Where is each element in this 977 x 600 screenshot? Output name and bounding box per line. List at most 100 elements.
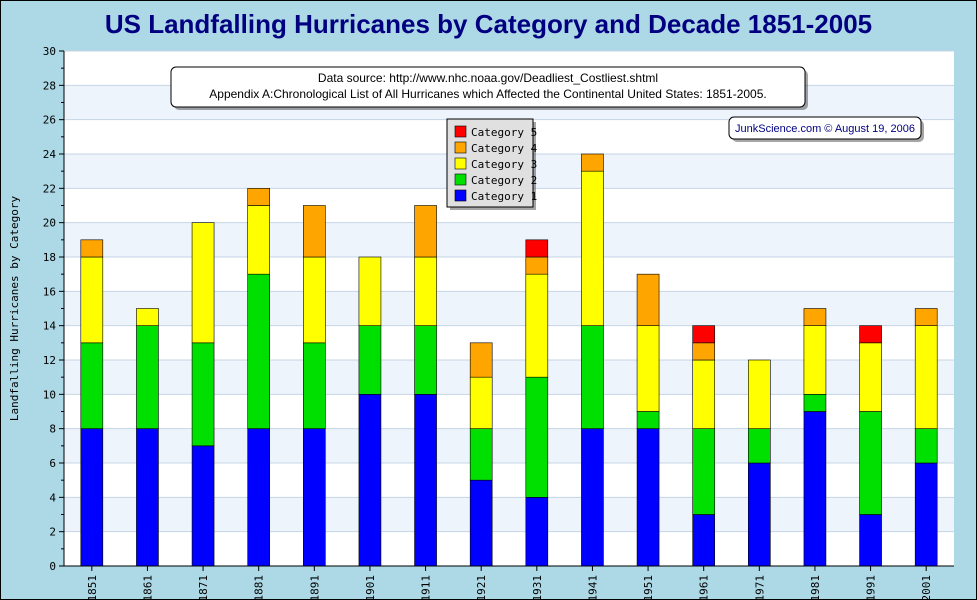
y-tick-label: 16 <box>43 285 56 298</box>
bar-segment <box>358 394 382 567</box>
bar-segment <box>303 428 326 567</box>
y-tick-label: 4 <box>49 491 56 504</box>
bar-segment <box>525 239 549 258</box>
bar-segment <box>191 222 215 344</box>
x-tick-label: 1981 <box>809 575 822 599</box>
x-tick-label: 1871 <box>197 575 210 599</box>
x-tick-label: 1901 <box>364 575 377 599</box>
bar-segment <box>803 411 827 567</box>
y-tick-label: 30 <box>43 45 56 58</box>
bar-segment <box>414 394 437 567</box>
bar-segment <box>525 273 549 378</box>
legend-swatch <box>454 157 467 170</box>
source-line-1: Data source: http://www.nhc.noaa.gov/Dea… <box>318 71 658 85</box>
bar-segment <box>581 325 604 429</box>
bar-segment <box>692 514 715 567</box>
credit-label: JunkScience.com © August 19, 2006 <box>735 123 915 135</box>
bar-segment <box>692 359 715 429</box>
chart-title: US Landfalling Hurricanes by Category an… <box>104 9 873 39</box>
legend-swatch <box>454 141 467 154</box>
bar-segment <box>247 188 270 206</box>
bar-segment <box>692 428 715 515</box>
bar-segment <box>636 325 660 412</box>
bar-segment <box>247 205 270 275</box>
y-tick-label: 14 <box>43 320 57 333</box>
legend-label: Category 2 <box>471 174 537 187</box>
bar-segment <box>748 359 771 429</box>
bar-segment <box>914 308 938 326</box>
x-tick-label: 1931 <box>531 575 544 599</box>
bar-segment <box>692 342 715 361</box>
bar-segment <box>748 462 771 567</box>
x-tick-label: 1921 <box>475 575 488 599</box>
x-tick-label: 1971 <box>753 575 766 599</box>
bar-segment <box>247 428 270 567</box>
x-tick-label: 1891 <box>308 575 321 599</box>
x-tick-label: 1861 <box>141 575 154 599</box>
source-line-2: Appendix A:Chronological List of All Hur… <box>209 87 766 101</box>
bar-segment <box>358 325 382 395</box>
bar-segment <box>803 308 827 326</box>
legend-swatch <box>454 173 467 186</box>
bar-segment <box>914 428 938 464</box>
bar-segment <box>469 428 493 481</box>
legend-label: Category 4 <box>471 142 538 155</box>
legend-swatch <box>454 125 467 138</box>
bar-segment <box>636 273 660 326</box>
bar-segment <box>469 479 493 567</box>
y-axis-label: Landfalling Hurricanes by Category <box>8 196 21 422</box>
y-tick-label: 6 <box>49 457 56 470</box>
x-tick-label: 1851 <box>86 575 99 599</box>
bar-segment <box>303 256 326 344</box>
bar-segment <box>581 428 604 567</box>
bar-segment <box>859 514 882 567</box>
bar-segment <box>525 376 549 498</box>
y-tick-label: 28 <box>43 79 56 92</box>
bar-segment <box>80 256 104 344</box>
y-tick-label: 24 <box>43 148 57 161</box>
x-tick-label: 1961 <box>698 575 711 599</box>
bar-segment <box>581 170 604 326</box>
source-box <box>170 66 806 108</box>
y-tick-label: 2 <box>49 526 56 539</box>
bar-segment <box>358 256 382 326</box>
legend-label: Category 5 <box>471 126 537 139</box>
y-tick-label: 20 <box>43 217 56 230</box>
bar-segment <box>469 376 493 429</box>
legend-label: Category 1 <box>471 190 537 203</box>
bar-segment <box>191 445 215 567</box>
bar-segment <box>859 342 882 412</box>
bar-segment <box>636 411 660 429</box>
bar-segment <box>748 428 771 464</box>
bar-segment <box>303 205 326 258</box>
bar-segment <box>636 428 660 567</box>
bar-segment <box>414 256 437 326</box>
bar-segment <box>303 342 326 429</box>
bar-segment <box>136 325 159 429</box>
bar-segment <box>80 239 104 258</box>
bar-segment <box>191 342 215 447</box>
bar-segment <box>859 325 882 344</box>
bar-segment <box>414 325 437 395</box>
legend-label: Category 3 <box>471 158 537 171</box>
y-tick-label: 8 <box>49 423 56 436</box>
x-tick-label: 1941 <box>586 575 599 599</box>
y-tick-label: 10 <box>43 388 56 401</box>
bar-segment <box>914 325 938 429</box>
bar-segment <box>414 205 437 258</box>
y-tick-label: 26 <box>43 114 56 127</box>
bar-segment <box>581 153 604 172</box>
bar-segment <box>80 428 104 567</box>
x-tick-label: 1991 <box>865 575 878 599</box>
bar-segment <box>247 273 270 429</box>
bar-segment <box>469 342 493 378</box>
bar-segment <box>136 428 159 567</box>
bar-segment <box>859 411 882 515</box>
x-tick-label: 1911 <box>420 575 433 599</box>
bar-segment <box>803 394 827 412</box>
x-tick-label: 1951 <box>642 575 655 599</box>
bar-segment <box>525 256 549 275</box>
y-tick-label: 18 <box>43 251 56 264</box>
